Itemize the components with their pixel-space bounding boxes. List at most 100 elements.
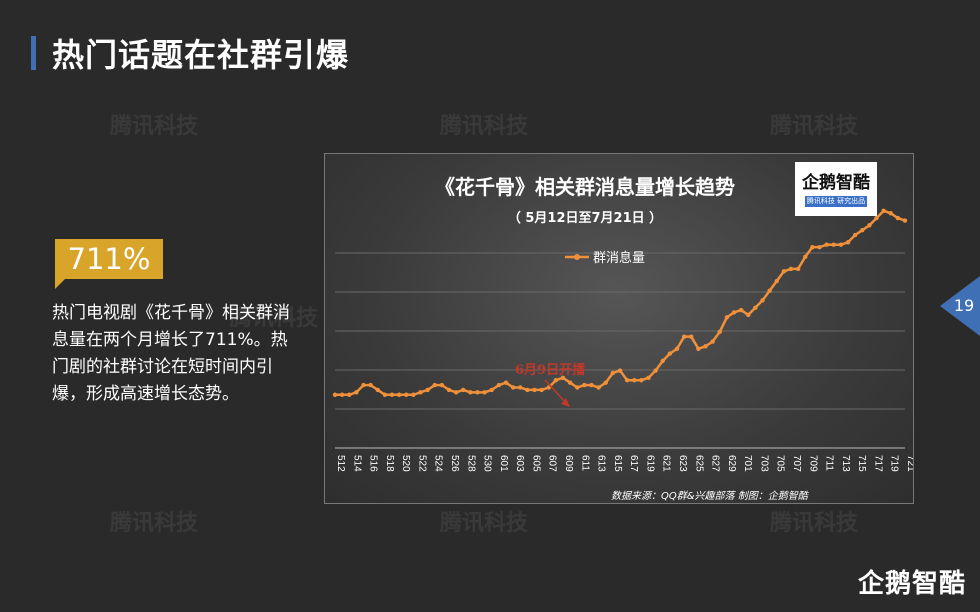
data-point <box>596 385 601 390</box>
data-point <box>767 288 772 293</box>
data-point <box>553 378 559 383</box>
x-tick-label: 721 <box>905 455 913 472</box>
data-point <box>653 368 658 373</box>
x-tick-label: 703 <box>758 455 769 472</box>
watermark: 腾讯科技 <box>770 511 859 536</box>
x-tick-label: 713 <box>840 455 851 472</box>
x-tick-label: 701 <box>742 455 753 472</box>
watermark: 腾讯科技 <box>230 306 319 331</box>
data-point <box>496 382 502 388</box>
brand-logo: 企鹅智酷 <box>858 569 967 599</box>
data-point <box>446 387 452 393</box>
x-tick-label: 623 <box>677 455 688 472</box>
data-point <box>603 380 608 385</box>
data-point <box>717 329 722 335</box>
x-tick-label: 605 <box>530 455 541 472</box>
x-tick-label: 627 <box>710 455 721 472</box>
data-point <box>624 378 630 383</box>
x-tick-label: 522 <box>416 455 427 472</box>
data-point <box>347 392 352 397</box>
data-point <box>867 223 872 228</box>
chart-title: 《花千骨》相关群消息量增长趋势 <box>435 175 735 199</box>
watermark: 腾讯科技 <box>110 511 199 536</box>
data-point <box>632 378 637 383</box>
data-point <box>781 269 787 274</box>
x-tick-label: 516 <box>368 455 379 472</box>
data-point <box>753 305 758 310</box>
data-point <box>582 382 587 388</box>
x-tick-label: 621 <box>661 455 672 472</box>
chart-logo-name: 企鹅智酷 <box>802 173 870 193</box>
data-point <box>795 266 801 272</box>
data-point <box>482 390 487 395</box>
data-point <box>689 334 694 339</box>
annotation-arrow-head <box>561 398 570 407</box>
x-tick-label: 717 <box>872 455 883 472</box>
data-point <box>439 382 445 388</box>
x-tick-label: 705 <box>775 455 786 472</box>
data-point <box>575 385 580 390</box>
x-tick-label: 530 <box>482 455 493 472</box>
x-tick-label: 707 <box>791 455 802 472</box>
x-tick-label: 709 <box>807 455 818 472</box>
x-tick-label: 625 <box>693 455 704 472</box>
chart-logo: 企鹅智酷 腾讯科技 研究出品 <box>795 162 877 216</box>
legend-label: 群消息量 <box>593 250 645 266</box>
line-chart: 《花千骨》相关群消息量增长趋势 （ 5月12日至7月21日 ） 企鹅智酷 腾讯科… <box>324 153 914 504</box>
x-tick-label: 609 <box>563 455 574 472</box>
x-tick-label: 615 <box>612 455 623 472</box>
data-point <box>375 387 380 393</box>
data-point <box>774 278 779 284</box>
data-point <box>510 385 516 390</box>
data-point <box>667 351 673 356</box>
stat-badge: 711% <box>55 239 163 289</box>
data-point <box>639 378 644 383</box>
data-point <box>646 375 651 381</box>
x-tick-label: 619 <box>644 455 655 472</box>
data-point <box>703 344 708 349</box>
data-point <box>681 334 687 339</box>
data-point <box>660 358 665 364</box>
stat-badge-notch <box>55 279 65 289</box>
data-point <box>881 208 886 214</box>
data-point <box>674 346 680 351</box>
data-point <box>710 339 715 344</box>
watermark: 腾讯科技 <box>440 114 529 139</box>
x-tick-label: 719 <box>889 455 900 472</box>
data-point <box>838 242 844 247</box>
data-point <box>475 390 480 395</box>
data-point <box>332 392 338 397</box>
data-point <box>432 382 437 388</box>
x-tick-label: 611 <box>579 455 590 471</box>
stat-description: 热门电视剧《花千骨》相关群消息量在两个月增长了711%。热门剧的社群讨论在短时间… <box>52 303 290 404</box>
data-point <box>489 387 494 393</box>
data-point <box>731 310 737 315</box>
data-point <box>339 392 345 397</box>
data-point <box>382 392 388 397</box>
data-point <box>361 382 366 388</box>
chart-logo-tagline: 腾讯科技 研究出品 <box>805 196 867 207</box>
data-point <box>817 244 822 250</box>
x-tick-label: 607 <box>547 455 558 472</box>
x-tick-label: 613 <box>596 455 607 472</box>
series-line <box>335 209 906 397</box>
data-point <box>461 387 466 393</box>
data-point <box>411 392 416 397</box>
data-point <box>860 228 865 233</box>
data-point <box>738 307 744 313</box>
data-point <box>803 254 808 260</box>
x-tick-label: 520 <box>400 455 411 472</box>
data-point <box>724 315 730 320</box>
page-number: 19 <box>953 296 975 315</box>
data-point <box>902 218 908 223</box>
x-tick-label: 524 <box>433 455 444 472</box>
x-tick-label: 512 <box>335 455 346 472</box>
chart-plot: 512 514 516 518 520 522 524 526 528 530 601 603 605 6… <box>332 208 913 472</box>
data-point <box>525 387 530 393</box>
annotation-arrow-line <box>544 379 568 405</box>
watermark: 腾讯科技 <box>440 511 529 536</box>
legend-marker <box>574 254 580 260</box>
chart-source: 数据来源：QQ群&兴趣部落 制图：企鹅智酷 <box>611 491 808 502</box>
data-point <box>746 312 751 318</box>
data-point <box>696 346 701 351</box>
